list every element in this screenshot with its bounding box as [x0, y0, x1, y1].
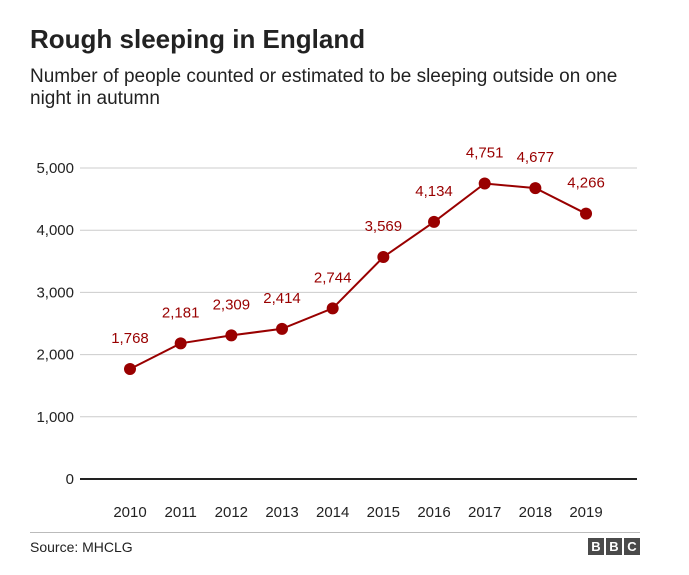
- data-label: 4,751: [466, 144, 504, 161]
- data-point: [529, 182, 542, 195]
- data-point: [580, 207, 593, 220]
- x-tick-label: 2011: [165, 504, 197, 521]
- x-tick-label: 2018: [519, 504, 552, 521]
- x-tick-label: 2010: [113, 504, 146, 521]
- data-label: 4,266: [567, 175, 605, 192]
- x-tick-label: 2019: [569, 504, 602, 521]
- x-tick-label: 2012: [215, 504, 248, 521]
- data-point: [428, 215, 441, 228]
- data-label: 4,134: [415, 183, 453, 200]
- data-point: [276, 322, 289, 335]
- line-chart: 0 1,000 2,000 3,000 4,000 5,000 2010 2011 2012 20…: [36, 144, 637, 521]
- data-point: [124, 363, 136, 376]
- logo-letter-c: C: [624, 538, 640, 555]
- chart-title: Rough sleeping in England: [30, 24, 366, 54]
- y-tick-label: 3,000: [36, 284, 74, 301]
- data-label: 3,569: [365, 218, 403, 235]
- data-point: [478, 177, 491, 190]
- data-point: [174, 337, 187, 350]
- series-line: [129, 182, 587, 370]
- data-label: 2,414: [263, 290, 301, 307]
- data-label: 2,744: [314, 269, 352, 286]
- data-label: 2,309: [213, 296, 251, 313]
- chart-subtitle: Number of people counted or estimated to…: [30, 66, 618, 109]
- y-tick-label: 5,000: [36, 160, 74, 177]
- footer-divider: [30, 532, 640, 533]
- data-label: 1,768: [111, 330, 149, 347]
- x-tick-label: 2015: [367, 504, 400, 521]
- data-label: 4,677: [517, 149, 555, 166]
- x-tick-label: 2017: [468, 504, 501, 521]
- source-note: Source: MHCLG: [30, 539, 133, 555]
- data-label: 2,181: [162, 304, 200, 321]
- logo-letter-b1: B: [588, 538, 604, 555]
- data-point: [225, 329, 238, 342]
- data-point: [377, 251, 390, 264]
- x-tick-label: 2013: [265, 504, 298, 521]
- x-tick-label: 2016: [417, 504, 450, 521]
- bbc-logo: B B C: [588, 538, 640, 555]
- data-point: [326, 302, 339, 315]
- y-tick-label: 4,000: [36, 222, 74, 239]
- logo-letter-b2: B: [606, 538, 622, 555]
- y-tick-label: 2,000: [36, 347, 74, 364]
- y-tick-label: 1,000: [36, 409, 74, 426]
- x-tick-label: 2014: [316, 504, 349, 521]
- y-tick-label: 0: [66, 471, 74, 488]
